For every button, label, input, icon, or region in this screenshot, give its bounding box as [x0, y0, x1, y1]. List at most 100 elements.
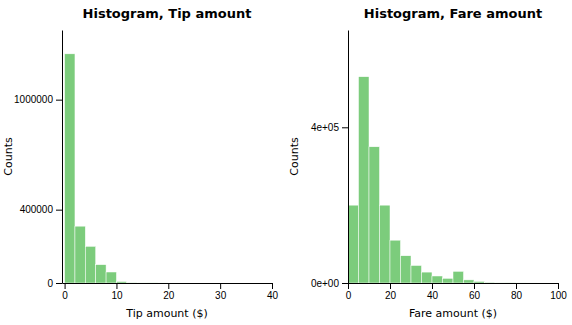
bar: [199, 282, 209, 283]
x-tick: 40: [267, 283, 279, 301]
x-tick-label: 0: [62, 290, 68, 301]
bar: [359, 77, 370, 283]
bar: [369, 147, 380, 283]
bar: [116, 282, 126, 283]
x-tick: 40: [427, 283, 439, 301]
x-tick: 0: [62, 283, 68, 301]
y-tick: 0e+00: [311, 278, 348, 289]
bar: [65, 54, 75, 283]
y-tick: 0: [47, 278, 62, 289]
bar: [474, 281, 485, 283]
x-tick: 0: [346, 283, 352, 301]
y-axis-title: Counts: [288, 137, 301, 176]
bar: [485, 282, 496, 283]
bar: [411, 265, 422, 283]
bar: [158, 282, 168, 283]
x-tick: 80: [511, 283, 523, 301]
bar: [75, 226, 85, 283]
bar: [348, 205, 359, 283]
bar: [210, 282, 220, 283]
y-tick-mark: [342, 127, 348, 128]
bar: [168, 282, 178, 283]
y-tick-label: 4e+05: [311, 122, 340, 133]
x-tick: 20: [163, 283, 175, 301]
x-tick-label: 40: [267, 290, 279, 301]
x-tick: 20: [385, 283, 397, 301]
bar: [401, 256, 412, 283]
panel: 0 10 20 30 40 0 400000 1000000 Histogram, Tip am…: [2, 6, 278, 320]
x-tick-mark: [116, 283, 117, 289]
x-tick: 100: [550, 283, 567, 301]
panel: 0 20 40 60 80 100 0e+00 4e+05 Histogram, Fare am…: [288, 6, 567, 320]
bar: [453, 271, 464, 283]
x-tick: 30: [215, 283, 227, 301]
y-axis-line: [348, 31, 349, 284]
y-axis-line: [62, 31, 63, 284]
bar: [527, 282, 538, 283]
bar: [537, 282, 548, 283]
x-tick-mark: [65, 283, 66, 289]
x-tick-mark: [558, 283, 559, 289]
y-tick-label: 1000000: [14, 94, 53, 105]
x-tick-mark: [348, 283, 349, 289]
x-tick-mark: [168, 283, 169, 289]
bar: [390, 240, 401, 283]
bar: [220, 282, 230, 283]
x-axis-title: Tip amount ($): [125, 307, 207, 320]
figure: 0 10 20 30 40 0 400000 1000000 Histogram, Tip am…: [0, 0, 572, 325]
bar: [241, 282, 251, 283]
bar: [148, 282, 158, 283]
bar: [106, 272, 116, 283]
x-axis: 0 20 40 60 80 100: [346, 283, 568, 301]
x-axis-line: [349, 283, 559, 284]
y-tick: 4e+05: [311, 122, 348, 133]
bar: [231, 282, 241, 283]
bar: [179, 282, 189, 283]
x-tick-label: 40: [427, 290, 439, 301]
y-tick-label: 0: [47, 278, 53, 289]
x-axis-title: Fare amount ($): [409, 307, 497, 320]
bar: [548, 282, 559, 283]
bar: [85, 246, 95, 283]
bar: [189, 282, 199, 283]
bar: [262, 282, 272, 283]
y-tick-label: 400000: [20, 204, 54, 215]
bar: [432, 276, 443, 283]
x-axis-line: [63, 283, 273, 284]
bars: [65, 54, 272, 283]
bar: [137, 282, 147, 283]
y-tick: 1000000: [14, 94, 62, 105]
y-tick-mark: [342, 283, 348, 284]
x-tick-label: 30: [215, 290, 227, 301]
x-tick-label: 10: [111, 290, 123, 301]
x-tick: 60: [469, 283, 481, 301]
x-tick: 10: [111, 283, 123, 301]
y-axis-title: Counts: [2, 137, 15, 176]
bar: [96, 265, 106, 283]
x-tick-mark: [474, 283, 475, 289]
y-tick-mark: [56, 100, 62, 101]
x-tick-mark: [432, 283, 433, 289]
y-tick-label: 0e+00: [311, 278, 340, 289]
y-tick-mark: [56, 283, 62, 284]
x-tick-mark: [272, 283, 273, 289]
x-tick-label: 100: [550, 290, 567, 301]
bar: [422, 272, 433, 283]
y-tick-mark: [56, 210, 62, 211]
y-axis: 0 400000 1000000: [14, 31, 62, 289]
x-tick-label: 80: [511, 290, 523, 301]
x-tick-label: 20: [163, 290, 175, 301]
bar: [127, 282, 137, 283]
x-tick-label: 60: [469, 290, 481, 301]
x-tick-mark: [390, 283, 391, 289]
bar: [516, 282, 527, 283]
bar: [464, 280, 475, 283]
x-tick-mark: [516, 283, 517, 289]
bar: [495, 282, 506, 283]
x-tick-mark: [220, 283, 221, 289]
x-tick-label: 0: [346, 290, 352, 301]
y-tick: 400000: [20, 204, 62, 215]
title: Histogram, Tip amount: [83, 6, 252, 21]
bar: [443, 278, 454, 283]
title: Histogram, Fare amount: [364, 6, 542, 21]
